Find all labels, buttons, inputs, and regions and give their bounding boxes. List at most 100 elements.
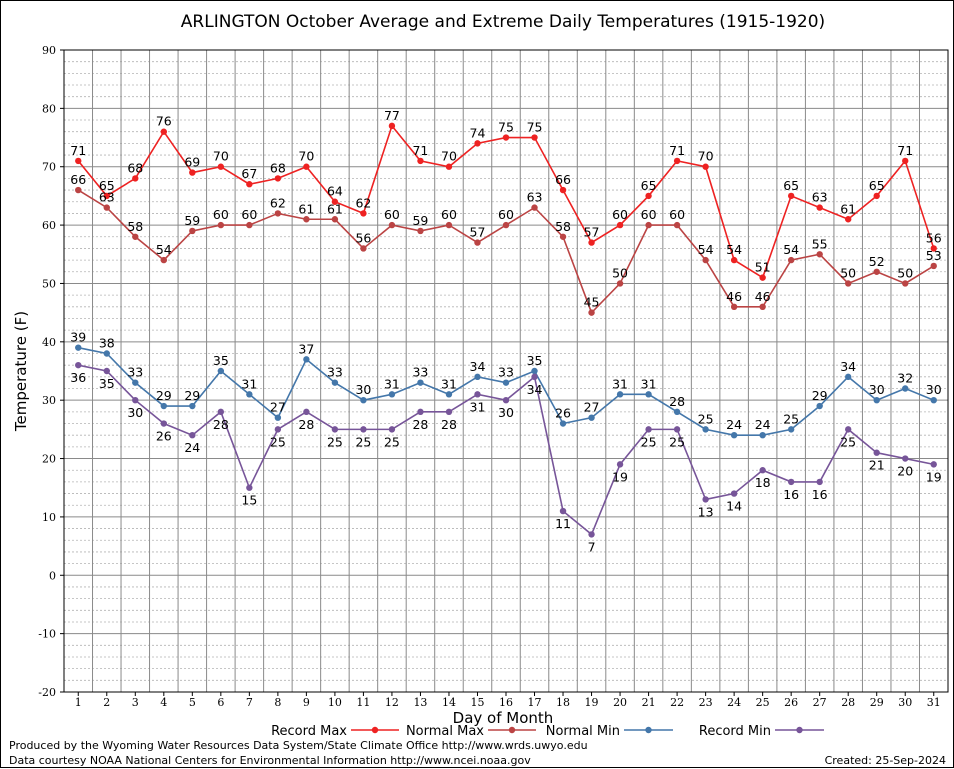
legend-marker-record-max: [371, 726, 379, 734]
record-min-data-label: 25: [669, 434, 685, 449]
normal-max-data-label: 55: [812, 236, 828, 251]
record-max-data-label: 71: [412, 143, 428, 158]
normal-max-data-label: 60: [669, 207, 685, 222]
record-max-point: [844, 216, 852, 223]
record-max-data-label: 56: [926, 230, 942, 245]
record-max-data-label: 57: [584, 225, 600, 240]
normal-min-point: [759, 432, 766, 439]
normal-min-point: [246, 391, 253, 398]
normal-max-data-label: 57: [470, 225, 486, 240]
legend-marker-normal-min: [645, 726, 652, 734]
record-min-data-label: 25: [355, 434, 371, 449]
normal-min-data-label: 31: [641, 376, 657, 391]
normal-min-point: [673, 408, 681, 416]
record-min-data-label: 28: [441, 417, 457, 432]
record-max-data-label: 67: [241, 166, 257, 181]
x-tick-label: 20: [613, 696, 627, 709]
record-max-point: [588, 239, 595, 246]
record-max-data-label: 68: [127, 160, 143, 175]
x-axis-label: Day of Month: [453, 709, 554, 727]
x-tick-label: 1: [75, 696, 82, 709]
record-min-point: [787, 478, 795, 486]
normal-max-data-label: 61: [327, 201, 343, 216]
x-tick-label: 12: [385, 696, 399, 709]
normal-max-data-label: 61: [298, 201, 314, 216]
normal-min-data-label: 33: [412, 365, 428, 380]
record-max-point: [902, 157, 909, 165]
normal-min-point: [531, 367, 538, 375]
record-min-data-label: 25: [270, 434, 286, 449]
normal-max-point: [702, 256, 709, 264]
record-max-data-label: 70: [298, 149, 314, 164]
normal-max-point: [360, 245, 367, 252]
record-min-data-label: 34: [527, 382, 543, 397]
x-tick-label: 16: [499, 696, 513, 709]
record-min-data-label: 21: [869, 458, 885, 473]
normal-min-data-label: 29: [812, 388, 828, 403]
normal-min-point: [75, 344, 82, 351]
record-max-data-label: 69: [184, 155, 200, 170]
y-tick-label: -10: [38, 628, 56, 641]
record-max-point: [531, 134, 538, 141]
normal-min-point: [730, 432, 738, 439]
normal-min-point: [132, 379, 139, 386]
normal-max-data-label: 60: [641, 207, 657, 222]
x-tick-label: 27: [813, 696, 827, 709]
record-min-point: [531, 373, 538, 381]
legend: Record Max Normal Max Normal Min Record Min: [271, 724, 824, 739]
normal-max-point: [730, 303, 738, 310]
record-min-point: [759, 467, 766, 474]
record-max-data-label: 60: [612, 207, 628, 222]
record-max-data-label: 74: [470, 125, 486, 140]
record-min-data-label: 18: [755, 475, 771, 490]
record-max-point: [930, 245, 937, 252]
normal-min-point: [930, 396, 937, 404]
record-max-point: [303, 163, 310, 170]
record-max-point: [75, 157, 82, 165]
normal-min-data-label: 39: [70, 330, 86, 345]
x-tick-label: 18: [556, 696, 570, 709]
x-tick-label: 3: [132, 696, 139, 709]
x-tick-label: 24: [727, 696, 741, 709]
normal-min-point: [559, 420, 567, 427]
record-max-data-label: 71: [897, 143, 913, 158]
record-min-data-label: 35: [99, 376, 115, 391]
normal-max-point: [816, 251, 823, 258]
record-min-data-label: 19: [612, 469, 628, 484]
normal-max-data-label: 50: [612, 265, 628, 280]
legend-label-record-max: Record Max: [271, 724, 347, 739]
record-max-point: [730, 256, 738, 264]
x-tick-label: 10: [328, 696, 342, 709]
normal-min-point: [303, 356, 310, 363]
legend-label-normal-max: Normal Max: [406, 724, 484, 739]
normal-min-data-label: 31: [612, 376, 628, 391]
x-tick-label: 5: [189, 696, 196, 709]
normal-min-point: [445, 391, 453, 398]
record-max-point: [445, 163, 453, 170]
x-tick-label: 25: [756, 696, 770, 709]
record-max-data-label: 65: [99, 178, 115, 193]
normal-max-point: [844, 280, 852, 287]
normal-min-data-label: 30: [869, 382, 885, 397]
record-min-data-label: 24: [184, 440, 200, 455]
record-max-data-label: 62: [355, 195, 371, 210]
record-min-point: [873, 449, 880, 456]
record-min-point: [360, 426, 367, 433]
record-min-point: [474, 391, 481, 398]
record-min-point: [274, 426, 282, 433]
normal-max-data-label: 54: [783, 242, 799, 257]
record-max-point: [217, 163, 225, 170]
normal-max-data-label: 62: [270, 195, 286, 210]
normal-max-point: [331, 216, 339, 223]
normal-min-point: [787, 426, 795, 433]
record-max-point: [816, 204, 823, 211]
normal-max-data-label: 60: [384, 207, 400, 222]
record-max-data-label: 70: [441, 149, 457, 164]
record-min-point: [388, 426, 396, 433]
normal-max-point: [759, 303, 766, 310]
normal-max-data-label: 60: [498, 207, 514, 222]
footer-producer: Produced by the Wyoming Water Resources …: [9, 739, 588, 752]
record-max-point: [103, 192, 110, 200]
normal-min-point: [844, 373, 852, 381]
